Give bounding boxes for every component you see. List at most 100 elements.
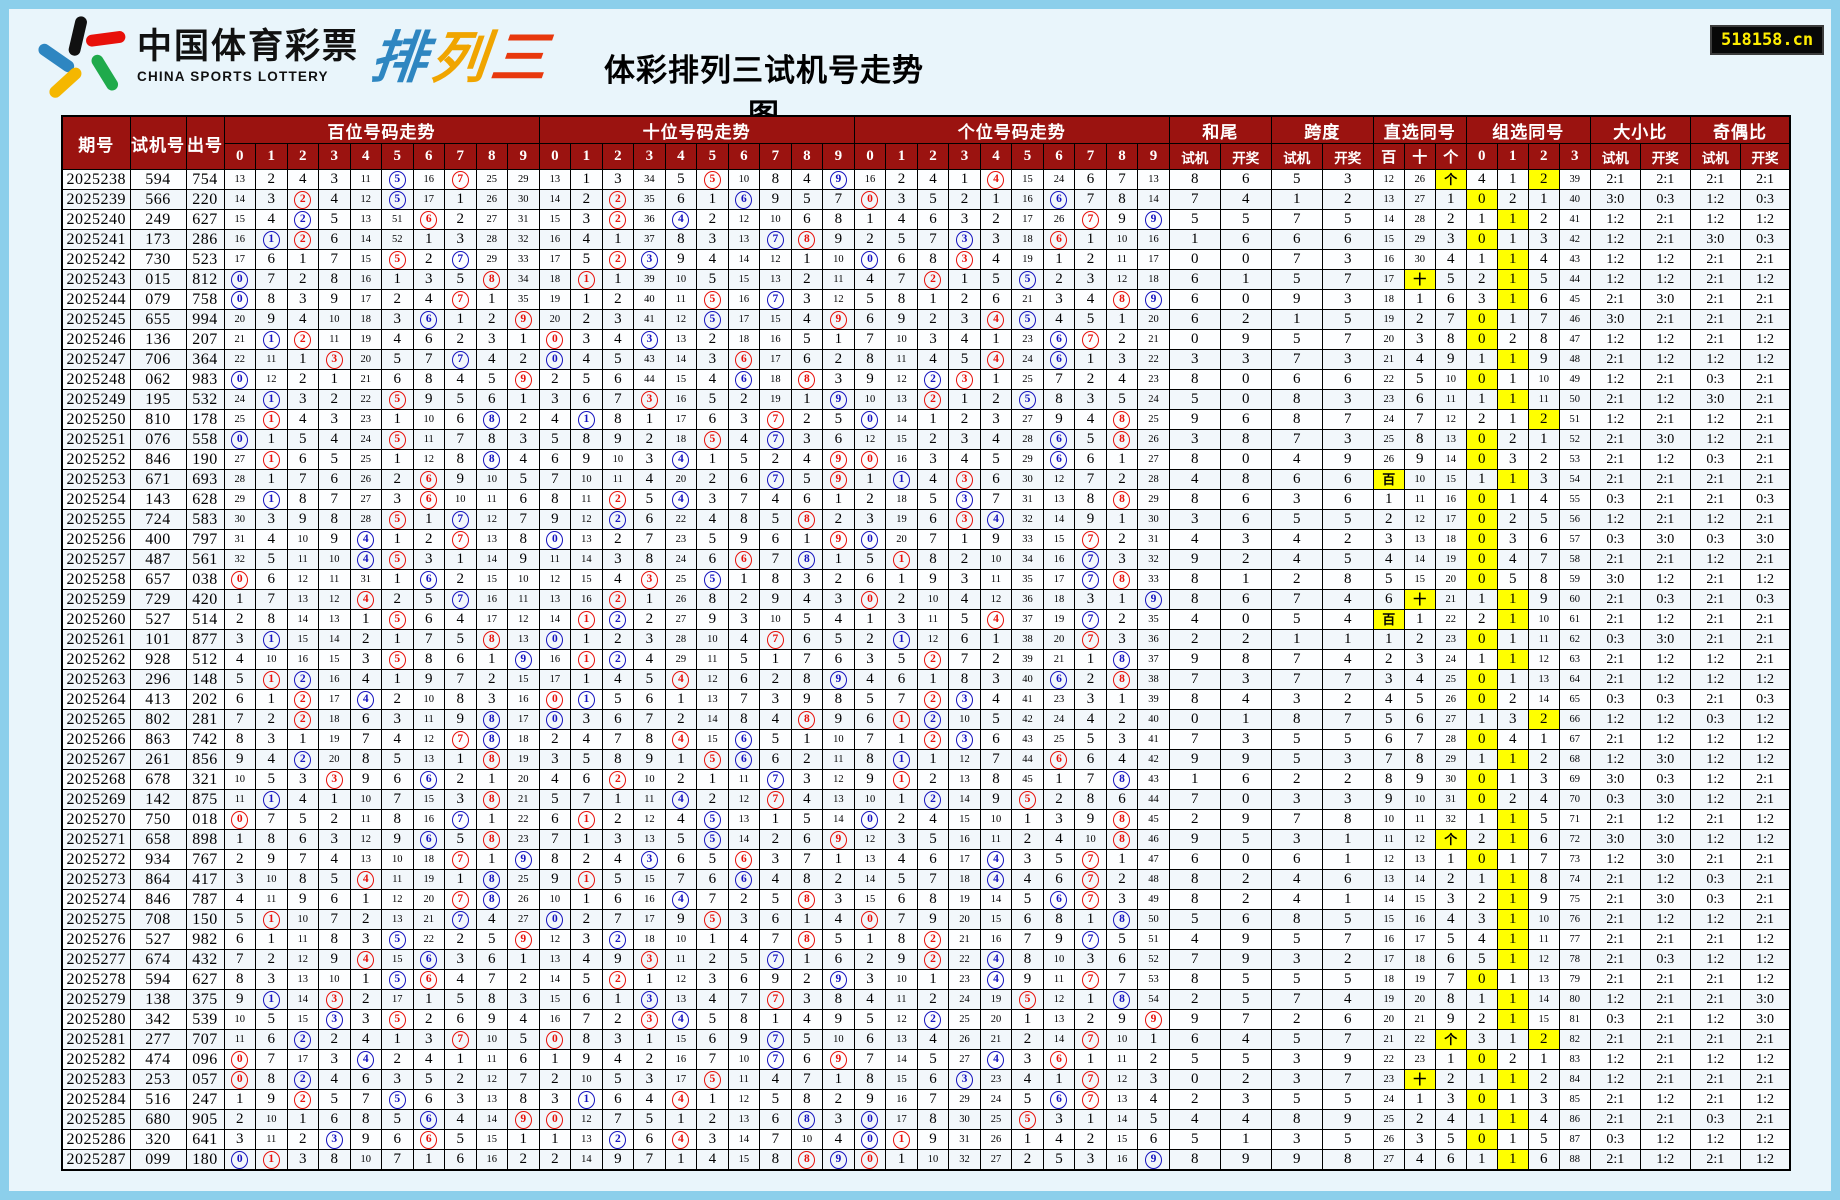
trend-cell: 5 [696, 389, 729, 410]
group-match-cell: 1 [1465, 1109, 1498, 1130]
odd-even-draw-cell: 1:2 [1739, 1089, 1791, 1110]
trend-cell: 1 [255, 789, 288, 810]
trend-cell: 0 [223, 1069, 256, 1090]
group-match-hit-cell: 0 [1465, 509, 1498, 530]
test-number-cell: 864 [129, 869, 187, 890]
trend-cell: 6 [412, 829, 445, 850]
trend-cell: 45 [1137, 809, 1170, 830]
trend-cell: 3 [696, 1129, 729, 1150]
trend-cell: 6 [664, 849, 698, 870]
trend-cell: 5 [759, 1089, 792, 1110]
trend-cell: 6 [664, 189, 698, 210]
group-match-cell: 2 [1465, 829, 1498, 850]
group-match-cell: 53 [1558, 449, 1591, 470]
trend-cell: 10 [1105, 229, 1139, 250]
trend-cell: 4 [979, 849, 1013, 870]
direct-match-cell: 23 [1434, 629, 1467, 650]
test-circle: 3 [325, 1130, 343, 1149]
trend-cell: 4 [1074, 289, 1107, 310]
trend-cell: 1 [381, 269, 414, 290]
draw-circle: 6 [420, 470, 438, 489]
trend-cell: 1 [570, 889, 603, 910]
trend-cell: 5 [381, 1109, 414, 1130]
trend-cell: 2 [444, 209, 477, 230]
group-match-cell: 69 [1558, 769, 1591, 790]
trend-cell: 1 [255, 629, 288, 650]
direct-match-cell: 30 [1434, 769, 1467, 790]
trend-cell: 8 [318, 269, 351, 290]
trend-cell: 5 [822, 409, 855, 430]
direct-match-cell: 5 [1403, 689, 1436, 710]
trend-cell: 2 [727, 889, 761, 910]
trend-cell: 2 [286, 1129, 319, 1150]
group-match-cell: 14 [1527, 689, 1560, 710]
odd-even-draw-cell: 2:1 [1739, 409, 1791, 430]
big-small-test-cell: 0:3 [1589, 1009, 1641, 1030]
draw-circle: 1 [892, 710, 910, 729]
sum-tail-test-cell: 8 [1168, 889, 1221, 910]
issue-cell: 2025273 [61, 869, 131, 890]
table-row: 2025275 708 150 5 1 10 7 2 13 21 7 4 27 0 2 7 17 9 5 3 6 1 4 0 7… [61, 909, 1791, 930]
trend-cell: 7 [538, 469, 572, 490]
trend-cell: 3 [507, 429, 540, 450]
trend-cell: 1 [1105, 589, 1139, 610]
test-circle: 7 [451, 250, 469, 269]
trend-cell: 6 [349, 709, 382, 730]
trend-cell: 9 [822, 529, 855, 550]
trend-cell: 1 [381, 409, 414, 430]
draw-number-cell: 707 [185, 1029, 225, 1050]
issue-cell: 2025286 [61, 1129, 131, 1150]
trend-cell: 13 [475, 529, 508, 550]
trend-cell: 8 [286, 489, 319, 510]
span-test-cell: 1 [1270, 629, 1323, 650]
odd-even-draw-cell: 0:3 [1739, 189, 1791, 210]
trend-cell: 2 [601, 189, 635, 210]
trend-cell: 26 [1137, 429, 1170, 450]
trend-cell: 7 [507, 1069, 540, 1090]
trend-cell: 1 [570, 289, 603, 310]
trend-cell: 4 [349, 549, 382, 570]
trend-cell: 8 [696, 589, 729, 610]
table-row: 2025258 657 038 0 6 12 11 31 1 6 2 15 10 12 15 4 3 25 5 1 8 3… [61, 569, 1791, 590]
test-number-cell: 729 [129, 589, 187, 610]
trend-cell: 24 [223, 389, 256, 410]
big-small-test-cell: 0:3 [1589, 529, 1641, 550]
trend-cell: 6 [318, 229, 351, 250]
draw-number-cell: 190 [185, 449, 225, 470]
trend-cell: 8 [475, 429, 508, 450]
trend-cell: 8 [538, 489, 572, 510]
group-match-cell: 1 [1496, 169, 1529, 190]
draw-circle: 5 [388, 430, 406, 449]
site-badge[interactable]: 518158.cn [1710, 25, 1825, 55]
trend-cell: 16 [412, 169, 445, 190]
draw-circle: 3 [325, 990, 343, 1009]
trend-cell: 5 [696, 1069, 729, 1090]
table-row: 2025259 729 420 1 7 13 12 4 2 5 7 16 11 13 16 2 1 26 8 2 9 4 3… [61, 589, 1791, 610]
draw-circle: 8 [1113, 830, 1131, 849]
direct-match-cell: 26 [1434, 689, 1467, 710]
test-circle: 7 [1081, 930, 1099, 949]
group-match-cell: 2 [1496, 689, 1529, 710]
trend-cell: 3 [601, 169, 635, 190]
trend-cell: 9 [822, 469, 855, 490]
trend-cell: 7 [1074, 569, 1107, 590]
trend-cell: 11 [885, 349, 918, 370]
trend-cell: 48 [1137, 869, 1170, 890]
group-match-hit-cell: 2 [1527, 709, 1560, 730]
group-match-cell: 2 [1465, 609, 1498, 630]
trend-cell: 2 [916, 389, 950, 410]
group-match-cell: 71 [1558, 809, 1591, 830]
column-header: 十 [1403, 143, 1436, 170]
trend-cell: 8 [633, 549, 666, 570]
group-match-cell: 6 [1527, 829, 1560, 850]
trend-cell: 1 [916, 969, 950, 990]
draw-number-cell: 532 [185, 389, 225, 410]
test-circle: 7 [451, 910, 469, 929]
group-match-hit-cell: 0 [1465, 429, 1498, 450]
trend-cell: 12 [1105, 269, 1139, 290]
trend-cell: 3 [255, 969, 288, 990]
trend-cell: 1 [633, 589, 666, 610]
trend-cell: 1 [570, 869, 603, 890]
table-row: 2025245 655 994 20 9 4 10 18 3 6 1 2 9 20 2 3 41 12 5 17 15 4… [61, 309, 1791, 330]
sum-tail-test-cell: 2 [1168, 1089, 1221, 1110]
